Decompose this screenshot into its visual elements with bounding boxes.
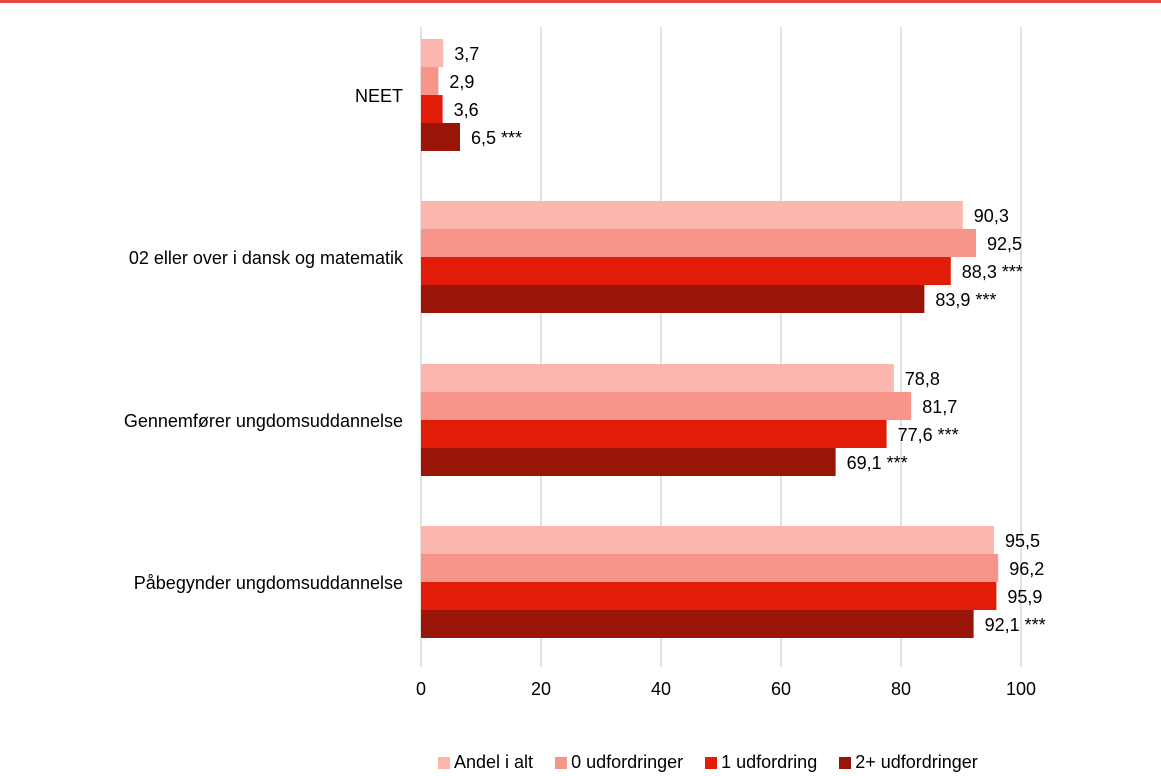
bar [421,95,443,123]
category-labels: NEET 02 eller over i dansk og matematik Ge… [124,86,404,593]
value-label: 88,3 *** [962,262,1023,282]
value-label: 69,1 *** [847,453,908,473]
legend-item: 1 udfordring [705,752,817,773]
category-label: Gennemfører ungdomsuddannelse [124,411,403,431]
value-label: 3,6 [454,100,479,120]
x-tick-label: 20 [531,679,551,699]
bar [421,582,997,610]
value-label: 90,3 [974,206,1009,226]
bar [421,420,887,448]
legend: Andel i alt 0 udfordringer 1 udfordring 2+ … [438,752,978,773]
category-label: Påbegynder ungdomsuddannelse [134,573,403,593]
value-label: 2,9 [449,72,474,92]
value-label: 95,9 [1007,587,1042,607]
x-tick-labels: 0 20 40 60 80 100 [416,679,1036,699]
value-label: 92,1 *** [985,615,1046,635]
value-labels: 3,7 2,9 3,6 6,5 *** 90,3 92,5 88,3 *** 83,9 ***… [449,44,1045,635]
value-label: 6,5 *** [471,128,522,148]
value-label: 96,2 [1009,559,1044,579]
bar [421,448,836,476]
legend-label: Andel i alt [454,752,534,772]
value-label: 92,5 [987,234,1022,254]
bars [421,39,999,638]
bar [421,364,894,392]
legend-swatch [555,756,568,769]
top-accent-rule [0,0,1161,3]
legend-label: 2+ udfordringer [855,752,978,772]
bar [421,392,912,420]
bar [421,610,974,638]
value-label: 81,7 [922,397,957,417]
value-label: 95,5 [1005,531,1040,551]
bar [421,39,444,67]
bar [421,67,439,95]
bar [421,257,951,285]
x-tick-label: 0 [416,679,426,699]
bar [421,201,963,229]
value-label: 78,8 [905,369,940,389]
category-label: 02 eller over i dansk og matematik [129,248,404,268]
bar [421,229,976,257]
legend-swatch [438,756,450,769]
legend-item: 0 udfordringer [555,752,683,773]
legend-item: Andel i alt [438,752,533,773]
legend-label: 1 udfordring [721,752,818,772]
bar [421,526,994,554]
bar [421,554,999,582]
value-label: 83,9 *** [935,290,996,310]
x-tick-label: 80 [891,679,911,699]
bar [421,123,460,151]
legend-label: 0 udfordringer [571,752,684,772]
category-label: NEET [355,86,403,106]
x-tick-label: 100 [1006,679,1036,699]
x-tick-label: 60 [771,679,791,699]
bar [421,285,925,313]
value-label: 77,6 *** [898,425,959,445]
value-label: 3,7 [454,44,479,64]
bar-chart: 3,7 2,9 3,6 6,5 *** 90,3 92,5 88,3 *** 83,9 ***… [124,27,1046,699]
legend-item: 2+ udfordringer [839,752,978,773]
legend-swatch [839,756,852,769]
x-tick-label: 40 [651,679,671,699]
legend-swatch [705,756,718,769]
